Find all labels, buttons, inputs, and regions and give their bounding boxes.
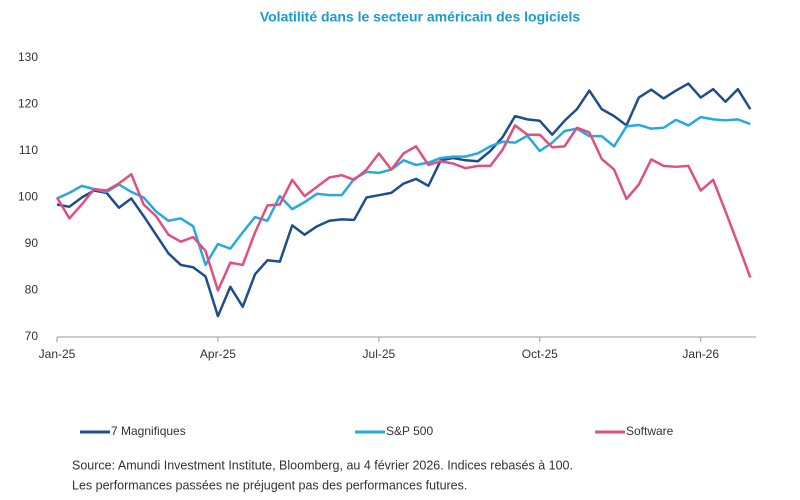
y-tick-label: 110 [19,143,38,157]
x-tick-label: Jan-26 [682,347,719,361]
y-tick-label: 130 [18,50,38,64]
series-line [56,82,752,318]
legend-label: Software [626,424,674,438]
y-tick-label: 80 [25,283,39,297]
series-line [55,124,752,292]
x-tick-label: Apr-25 [200,347,236,361]
legend-label: S&P 500 [386,424,433,438]
source: Source: Amundi Investment Institute, Blo… [72,458,573,472]
y-tick-label: 90 [25,236,39,250]
series-line [56,115,751,267]
legend-label: 7 Magnifiques [111,424,186,438]
chart-title: Volatilité dans le secteur américain des… [260,9,581,25]
y-tick-label: 100 [18,190,38,204]
note: Les performances passées ne préjugent pa… [72,478,467,492]
x-tick-label: Jan-25 [39,347,76,361]
y-tick-label: 120 [18,97,38,111]
x-tick-label: Jul-25 [363,347,396,361]
x-tick-label: Oct-25 [522,347,558,361]
y-tick-label: 70 [25,329,39,343]
